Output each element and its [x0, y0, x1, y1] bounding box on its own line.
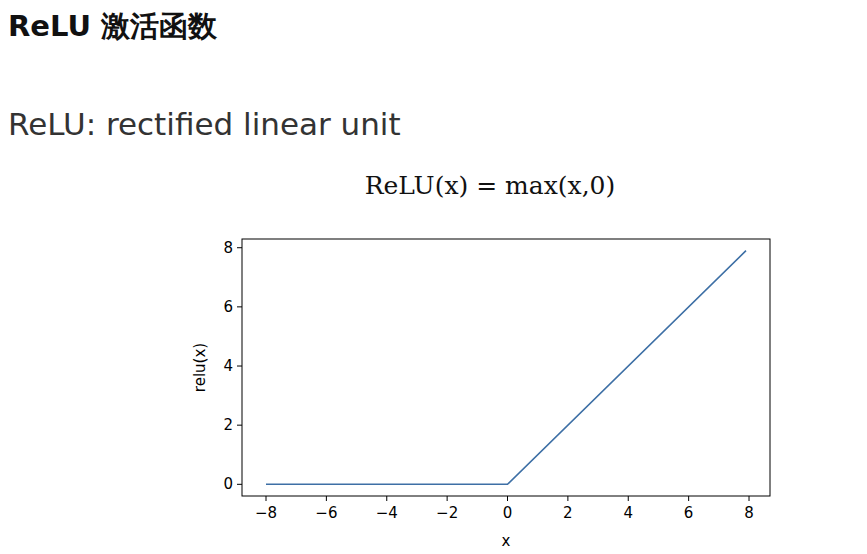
x-tick-label: −2 [436, 504, 458, 522]
y-tick [237, 484, 242, 485]
y-tick [237, 247, 242, 248]
x-tick [628, 496, 629, 501]
x-tick [326, 496, 327, 501]
slide-title: ReLU 激活函数 [8, 9, 218, 43]
x-tick [266, 496, 267, 501]
x-tick-label: −8 [255, 504, 277, 522]
subtitle: ReLU: rectified linear unit [8, 106, 401, 142]
x-tick [386, 496, 387, 501]
x-tick-label: 6 [684, 504, 694, 522]
y-tick [237, 425, 242, 426]
x-tick-label: 4 [623, 504, 633, 522]
x-axis-title: x [502, 532, 511, 550]
x-tick-label: −6 [315, 504, 337, 522]
plot-frame [242, 239, 770, 496]
y-tick-label: 8 [223, 239, 233, 257]
x-tick [567, 496, 568, 501]
series-line [266, 251, 746, 485]
x-tick [507, 496, 508, 501]
x-tick-label: −4 [376, 504, 398, 522]
x-tick-label: 2 [563, 504, 573, 522]
x-tick [749, 496, 750, 501]
y-tick [237, 306, 242, 307]
y-tick-label: 6 [223, 298, 233, 316]
y-tick-label: 0 [223, 475, 233, 493]
y-tick-label: 4 [223, 357, 233, 375]
x-tick-label: 8 [744, 504, 754, 522]
y-axis-title: relu(x) [191, 343, 209, 392]
formula: ReLU(x) = max(x,0) [365, 171, 616, 200]
y-tick [237, 366, 242, 367]
x-tick-label: 0 [503, 504, 513, 522]
plot-marks [266, 251, 746, 485]
x-tick [688, 496, 689, 501]
y-tick-label: 2 [223, 416, 233, 434]
x-tick [447, 496, 448, 501]
slide: ReLU 激活函数 ReLU: rectified linear unit ReLU… [0, 0, 867, 554]
